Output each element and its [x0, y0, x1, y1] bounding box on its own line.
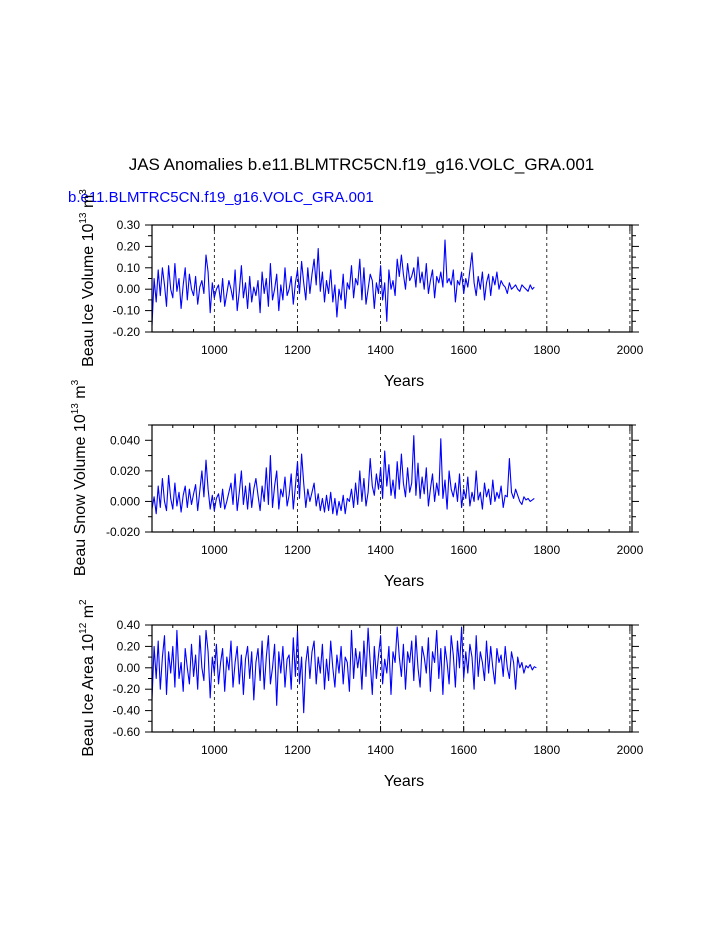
- y-tick-label: -0.20: [113, 325, 141, 339]
- beau-ice-area-panel: 1000 1200 1400 1600 1800 2000 -0.60 -0.40 -0.20 0…: [78, 599, 644, 790]
- y-tick-label: -0.020: [106, 525, 140, 539]
- y-tick-label: -0.60: [113, 725, 141, 739]
- x-axis-label: Years: [384, 573, 424, 590]
- x-tick-label: 1200: [284, 743, 311, 757]
- x-axis-label: Years: [384, 373, 424, 390]
- series-line: [151, 626, 537, 714]
- x-tick-label: 2000: [617, 343, 644, 357]
- x-tick-label: 1400: [367, 543, 394, 557]
- y-tick-label: 0.00: [117, 282, 141, 296]
- y-tick-label: -0.10: [113, 304, 141, 318]
- y-tick-label: -0.40: [113, 704, 141, 718]
- x-tick-label: 1800: [533, 343, 560, 357]
- x-tick-label: 2000: [617, 743, 644, 757]
- x-tick-label: 1400: [367, 743, 394, 757]
- y-axis-label: Beau Snow Volume 1013 m3: [70, 379, 89, 576]
- y-axis-label: Beau Ice Area 1012 m2: [78, 599, 97, 757]
- x-tick-label: 1800: [533, 543, 560, 557]
- beau-ice-volume-panel: 1000 1200 1400 1600 1800 2000 -0.20 -0.10 0.00 0.…: [78, 189, 644, 390]
- x-tick-label: 1600: [450, 343, 477, 357]
- y-tick-label: 0.30: [117, 218, 141, 232]
- x-tick-label: 2000: [617, 543, 644, 557]
- x-tick-label: 1000: [201, 543, 228, 557]
- beau-snow-volume-panel: 1000 1200 1400 1600 1800 2000 -0.020 0.000 0.020…: [70, 379, 644, 590]
- y-tick-label: 0.40: [117, 618, 141, 632]
- y-tick-label: 0.20: [117, 239, 141, 253]
- x-tick-label: 1400: [367, 343, 394, 357]
- y-tick-label: -0.20: [113, 682, 141, 696]
- x-tick-label: 1200: [284, 343, 311, 357]
- x-tick-label: 1800: [533, 743, 560, 757]
- y-tick-label: 0.20: [117, 639, 141, 653]
- x-tick-label: 1600: [450, 743, 477, 757]
- x-tick-label: 1000: [201, 743, 228, 757]
- y-tick-label: 0.040: [110, 433, 140, 447]
- x-tick-label: 1200: [284, 543, 311, 557]
- y-tick-label: 0.000: [110, 494, 140, 508]
- series-line: [151, 239, 535, 326]
- case-label: b.e11.BLMTRC5CN.f19_g16.VOLC_GRA.001: [68, 189, 374, 206]
- figure-title: JAS Anomalies b.e11.BLMTRC5CN.f19_g16.VO…: [128, 155, 595, 174]
- y-tick-label: 0.10: [117, 261, 141, 275]
- y-tick-label: 0.020: [110, 464, 140, 478]
- plot-frame: [151, 224, 633, 333]
- x-axis-label: Years: [384, 773, 424, 790]
- y-tick-label: 0.00: [117, 661, 141, 675]
- plot-frame: [151, 424, 633, 533]
- y-axis-label: Beau Ice Volume 1013 m3: [78, 189, 97, 367]
- x-tick-label: 1000: [201, 343, 228, 357]
- x-tick-label: 1600: [450, 543, 477, 557]
- series-line: [151, 435, 535, 516]
